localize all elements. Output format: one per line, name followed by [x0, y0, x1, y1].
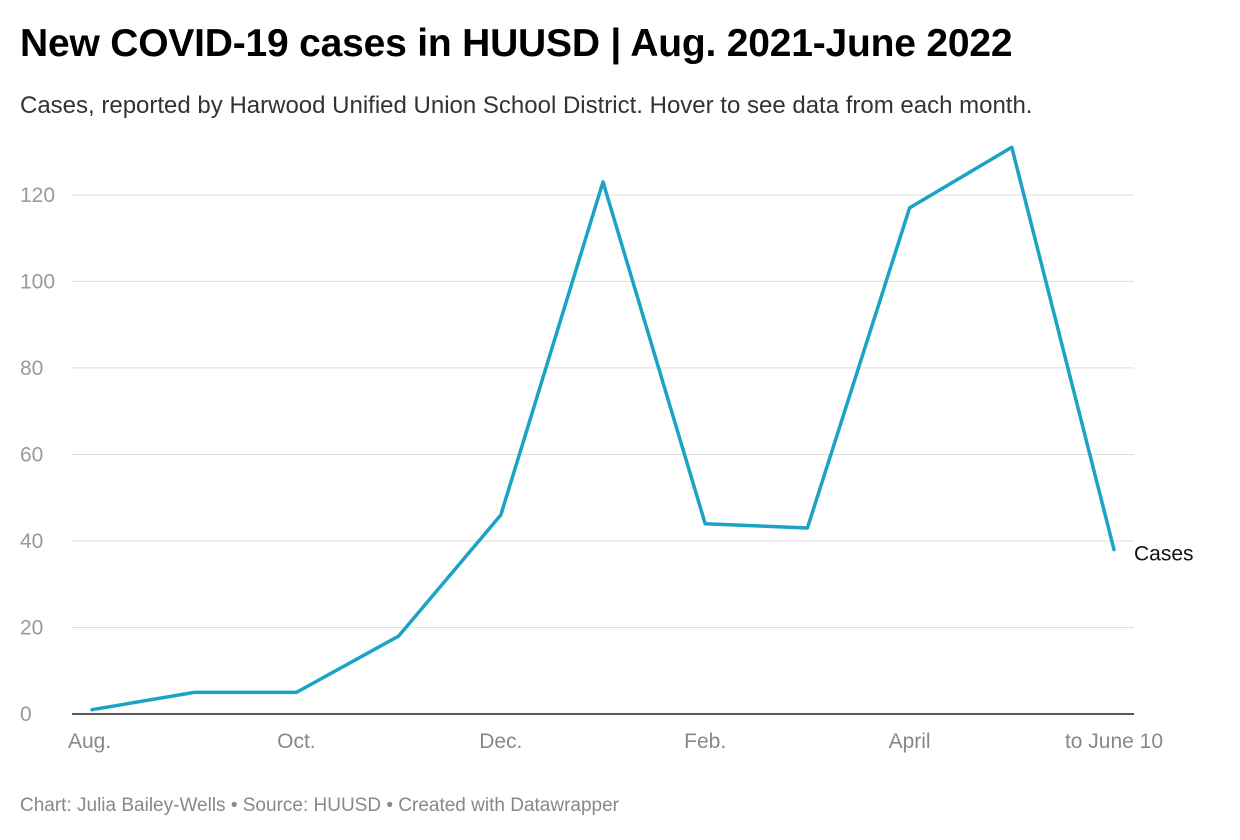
- series-label: Cases: [1134, 543, 1194, 566]
- line-chart: 0 20 40 60 80 100 120 Aug. Oct. Dec. Feb. April to …: [20, 144, 1194, 753]
- chart-subtitle: Cases, reported by Harwood Unified Union…: [20, 92, 1033, 119]
- chart-title: New COVID-19 cases in HUUSD | Aug. 2021-…: [20, 22, 1013, 65]
- chart-footer: Chart: Julia Bailey-Wells • Source: HUUS…: [20, 795, 620, 816]
- x-axis: Aug. Oct. Dec. Feb. April to June 10: [68, 730, 1163, 753]
- x-tick-label: April: [889, 730, 931, 753]
- data-point[interactable]: [1009, 144, 1015, 150]
- x-tick-label: to June 10: [1065, 730, 1163, 753]
- data-point[interactable]: [498, 512, 504, 518]
- y-tick-label: 0: [20, 703, 32, 726]
- x-tick-label: Oct.: [277, 730, 316, 753]
- data-point[interactable]: [1111, 547, 1117, 553]
- grid-lines: [72, 194, 1134, 715]
- data-point[interactable]: [89, 707, 95, 713]
- data-point[interactable]: [907, 205, 913, 211]
- data-point[interactable]: [396, 633, 402, 639]
- x-tick-label: Dec.: [479, 730, 522, 753]
- x-tick-label: Aug.: [68, 730, 111, 753]
- y-tick-label: 120: [20, 184, 55, 207]
- series-group: Cases: [89, 144, 1194, 713]
- y-axis: 0 20 40 60 80 100 120: [20, 184, 55, 726]
- data-point[interactable]: [804, 525, 810, 531]
- y-tick-label: 40: [20, 530, 43, 553]
- y-tick-label: 80: [20, 357, 43, 380]
- y-tick-label: 20: [20, 616, 43, 639]
- data-point[interactable]: [293, 689, 299, 695]
- series-line-cases[interactable]: [90, 145, 1116, 712]
- y-tick-label: 60: [20, 443, 43, 466]
- x-tick-label: Feb.: [684, 730, 726, 753]
- data-point[interactable]: [600, 179, 606, 185]
- data-point[interactable]: [191, 689, 197, 695]
- data-point[interactable]: [702, 521, 708, 527]
- y-tick-label: 100: [20, 270, 55, 293]
